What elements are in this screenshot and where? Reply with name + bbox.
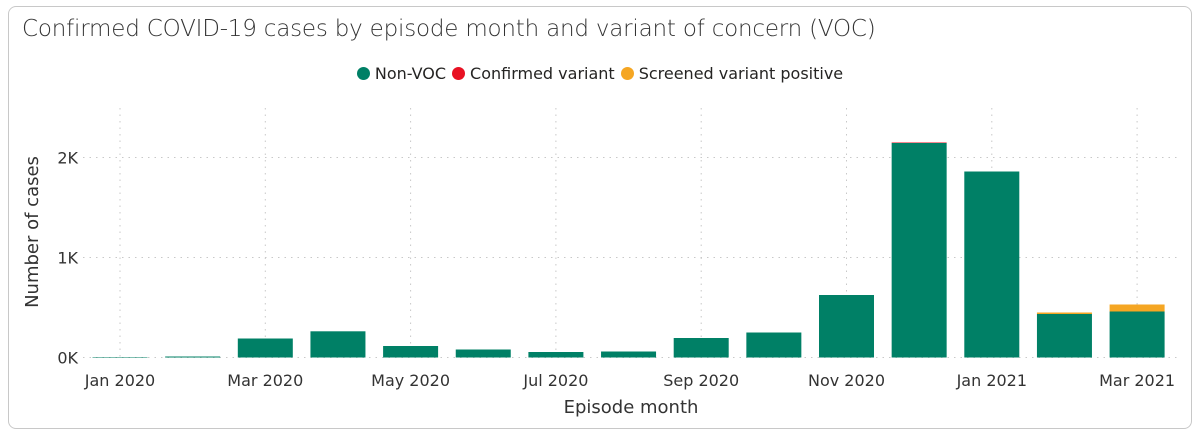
y-tick-label: 0K xyxy=(57,349,78,368)
x-axis-title: Episode month xyxy=(564,397,699,418)
legend-dot-icon xyxy=(452,67,466,80)
legend-label: Screened variant positive xyxy=(638,64,844,83)
bar-non-voc xyxy=(165,356,221,358)
x-tick-label: Nov 2020 xyxy=(808,371,885,390)
x-tick-label: Mar 2021 xyxy=(1099,371,1175,390)
bar-non-voc xyxy=(455,349,511,358)
chart-title: Confirmed COVID-19 cases by episode mont… xyxy=(22,16,876,42)
bar-non-voc xyxy=(383,346,439,358)
y-tick-label: 2K xyxy=(57,149,78,168)
y-tick-label: 1K xyxy=(57,249,78,268)
legend-dot-icon xyxy=(620,67,634,80)
x-tick-label: Mar 2020 xyxy=(227,371,303,390)
bar-non-voc xyxy=(1036,314,1092,358)
x-tick-label: Jan 2021 xyxy=(956,371,1027,390)
legend-item[interactable]: Confirmed variant xyxy=(452,64,615,83)
bar-confirmed-variant xyxy=(891,142,947,143)
bar-non-voc xyxy=(92,357,148,358)
legend-item[interactable]: Screened variant positive xyxy=(620,64,844,83)
bar-screened-variant-positive xyxy=(1109,304,1165,312)
x-tick-label: Jan 2020 xyxy=(84,371,155,390)
bar-non-voc xyxy=(819,295,874,358)
bar-screened-variant-positive xyxy=(1036,312,1092,314)
bar-non-voc xyxy=(1109,311,1165,358)
bar-non-voc xyxy=(891,143,947,358)
legend-item[interactable]: Non-VOC xyxy=(356,64,447,83)
x-tick-label: May 2020 xyxy=(371,371,450,390)
bar-non-voc xyxy=(310,331,366,358)
bar-non-voc xyxy=(601,351,657,358)
legend-dot-icon xyxy=(356,67,370,80)
x-tick-label: Sep 2020 xyxy=(663,371,739,390)
legend-label: Non-VOC xyxy=(374,64,447,83)
legend-label: Confirmed variant xyxy=(470,64,615,83)
bar-non-voc xyxy=(528,352,584,358)
bar-non-voc xyxy=(237,338,293,358)
bar-non-voc xyxy=(746,332,802,358)
y-axis-title: Number of cases xyxy=(22,156,43,308)
legend: Non-VOC Confirmed variant Screened variant… xyxy=(0,64,1200,84)
bar-non-voc xyxy=(964,171,1020,358)
bar-non-voc xyxy=(673,338,729,358)
x-tick-label: Jul 2020 xyxy=(522,371,588,390)
